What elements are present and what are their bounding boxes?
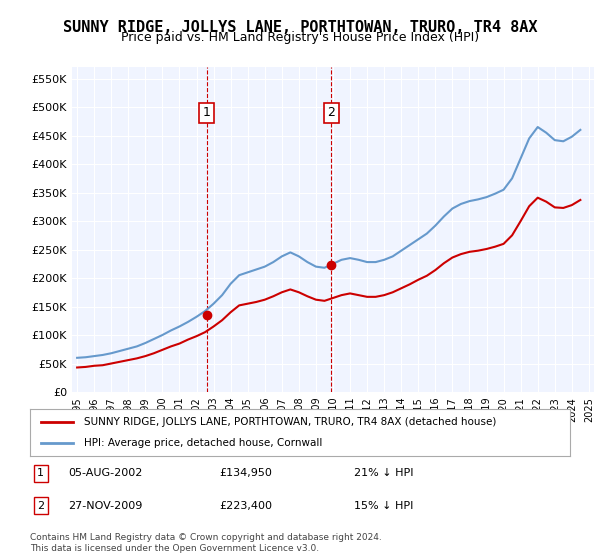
Text: SUNNY RIDGE, JOLLYS LANE, PORTHTOWAN, TRURO, TR4 8AX: SUNNY RIDGE, JOLLYS LANE, PORTHTOWAN, TR… <box>63 20 537 35</box>
Text: 1: 1 <box>203 106 211 119</box>
Text: HPI: Average price, detached house, Cornwall: HPI: Average price, detached house, Corn… <box>84 438 322 448</box>
Text: 21% ↓ HPI: 21% ↓ HPI <box>354 468 413 478</box>
Text: 27-NOV-2009: 27-NOV-2009 <box>68 501 142 511</box>
Text: £223,400: £223,400 <box>219 501 272 511</box>
Text: 2: 2 <box>37 501 44 511</box>
Text: Price paid vs. HM Land Registry's House Price Index (HPI): Price paid vs. HM Land Registry's House … <box>121 31 479 44</box>
Text: £134,950: £134,950 <box>219 468 272 478</box>
Text: 15% ↓ HPI: 15% ↓ HPI <box>354 501 413 511</box>
Text: Contains HM Land Registry data © Crown copyright and database right 2024.
This d: Contains HM Land Registry data © Crown c… <box>30 533 382 553</box>
Text: 05-AUG-2002: 05-AUG-2002 <box>68 468 142 478</box>
Text: 2: 2 <box>328 106 335 119</box>
Text: 1: 1 <box>37 468 44 478</box>
Text: SUNNY RIDGE, JOLLYS LANE, PORTHTOWAN, TRURO, TR4 8AX (detached house): SUNNY RIDGE, JOLLYS LANE, PORTHTOWAN, TR… <box>84 417 496 427</box>
